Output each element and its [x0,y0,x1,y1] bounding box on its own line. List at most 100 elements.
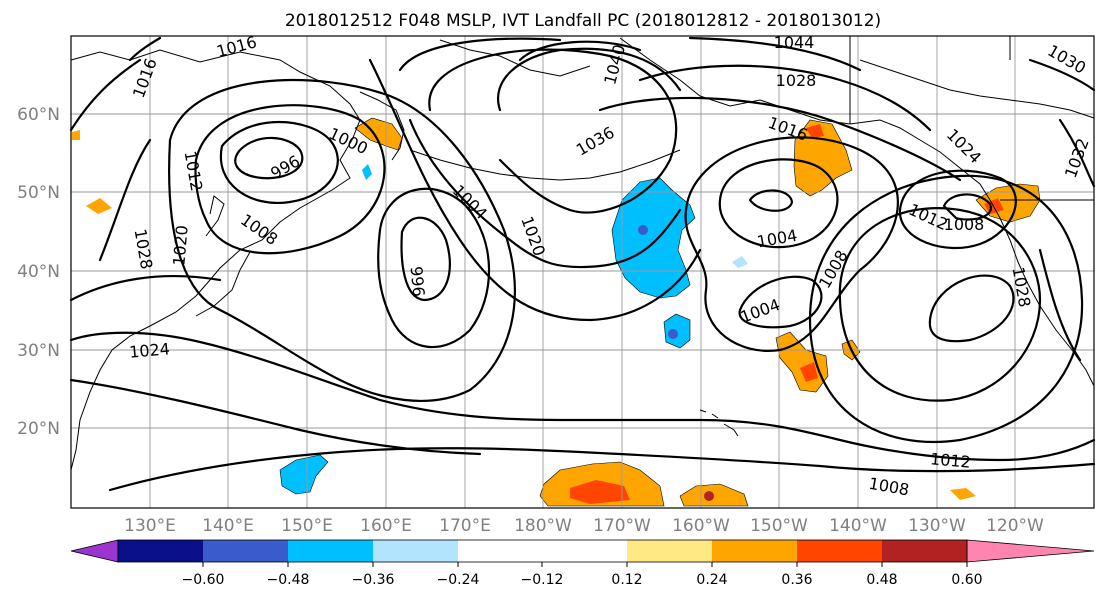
ivt-negative-region [362,164,372,180]
isobar-contour [69,331,1096,462]
colorbar-segment [542,540,627,562]
colorbar-tick-label: 0.60 [951,572,982,588]
colorbar-tick-label: 0.48 [866,572,897,588]
longitude-label: 140°E [202,516,254,536]
isobar-contour [928,274,1015,343]
colorbar-segment [118,540,203,562]
ivt-positive-region [793,119,853,197]
isobar-contour [1028,58,1096,362]
colorbar-segment [288,540,373,562]
isobar-contour [684,136,899,352]
ivt-positive-region [72,130,80,140]
latitude-label: 30°N [17,341,60,361]
isobar-contour [69,275,482,456]
ivt-positive-region [86,198,112,214]
isobar-contour [738,275,823,329]
map-background [71,36,1094,508]
longitude-label: 160°E [360,516,412,536]
colorbar-segment [712,540,797,562]
isobar-contour [838,207,1042,402]
colorbar-ticks [202,562,968,567]
colorbar-tick-label: −0.12 [521,572,564,588]
colorbar-segment [373,540,458,562]
isobar-label: 1012 [929,449,971,471]
isobar-contour [400,216,451,302]
longitude-label: 160°W [672,516,730,536]
isobar-label: 1020 [169,224,191,266]
longitude-label: 170°E [439,516,491,536]
isobar-contour [108,447,1096,492]
colorbar-segment [203,540,288,562]
isobar-contour [598,36,962,182]
latitude-label: 20°N [17,419,60,439]
longitude-label: 130°E [124,516,176,536]
colorbar-segment [966,539,1095,563]
ivt-positive-core [800,362,818,382]
colorbar-segment [882,540,967,562]
colorbar-segment [458,540,542,562]
isobar-contour [219,120,339,204]
colorbar-tick-labels: −0.60 −0.48 −0.36 −0.24 −0.12 0.12 0.24 … [182,572,983,588]
isobar-contour [718,158,839,249]
colorbar-tick-label: −0.48 [267,572,310,588]
isobar-contour [808,174,1084,444]
kamchatka-coastline [359,91,405,161]
ivt-negative-core [638,225,648,235]
longitude-label: 150°W [750,516,808,536]
isobar-contour [194,104,386,255]
colorbar-tick-label: 0.24 [696,572,727,588]
isobar-contour [398,37,682,269]
ivt-negative-region [732,256,748,268]
figure-title: 2018012512 F048 MSLP, IVT Landfall PC (2… [285,11,881,31]
ivt-positive-core [806,124,824,138]
colorbar-segment [797,540,882,562]
colorbar-tick-label: −0.60 [182,572,225,588]
longitude-label: 130°W [908,516,966,536]
latitude-label: 40°N [17,262,60,282]
longitude-label: 140°W [829,516,887,536]
ivt-positive-region [679,483,749,507]
colorbar-segment [70,539,119,563]
latitude-label: 60°N [17,105,60,125]
colorbar-tick-label: 0.36 [781,572,812,588]
colorbar-tick-label: −0.36 [352,572,395,588]
colorbar: −0.60 −0.48 −0.36 −0.24 −0.12 0.12 0.24 … [70,539,1095,588]
longitude-label: 120°W [986,516,1044,536]
latitude-label: 50°N [17,183,60,203]
isobar-label: 1044 [774,33,815,52]
colorbar-segment [627,540,712,562]
isobar-contour [428,48,678,214]
isobar-contour [898,169,1017,249]
isobar-label: 1028 [776,71,817,90]
mslp-isobars [69,36,1096,492]
ivt-positive-core [704,491,714,501]
ivt-negative-region [279,454,329,495]
isobar-contour [748,189,794,212]
colorbar-tick-label: −0.24 [437,572,480,588]
aleutian-islands [409,149,681,181]
isobar-contour [368,58,702,322]
isobar-contour [168,79,516,402]
colorbar-tick-label: 0.12 [611,572,642,588]
ivt-negative-region [611,177,696,299]
isobar-label: 1024 [128,339,170,361]
ivt-positive-region [950,488,976,500]
latitude-labels: 60°N 50°N 40°N 30°N 20°N [17,105,60,439]
isobar-contour [942,193,992,221]
ivt-positive-core [570,480,630,504]
longitude-label: 180°W [514,516,572,536]
map-frame [70,35,1095,509]
ivt-negative-core [668,329,678,339]
isobar-label: 1008 [944,215,985,234]
northern-coast-detail [439,39,1095,119]
isobar-label: 996 [407,265,429,297]
asia-coastline [70,49,361,471]
longitude-label: 170°W [593,516,651,536]
isobar-contour [69,36,162,262]
longitude-label: 150°E [281,516,333,536]
isobar-contour [234,136,304,180]
map-panel: 1016 1016 1012 1020 1028 1024 1008 996 1… [69,32,1096,509]
hawaii-islands [699,409,739,437]
japan-coastline [195,195,251,317]
